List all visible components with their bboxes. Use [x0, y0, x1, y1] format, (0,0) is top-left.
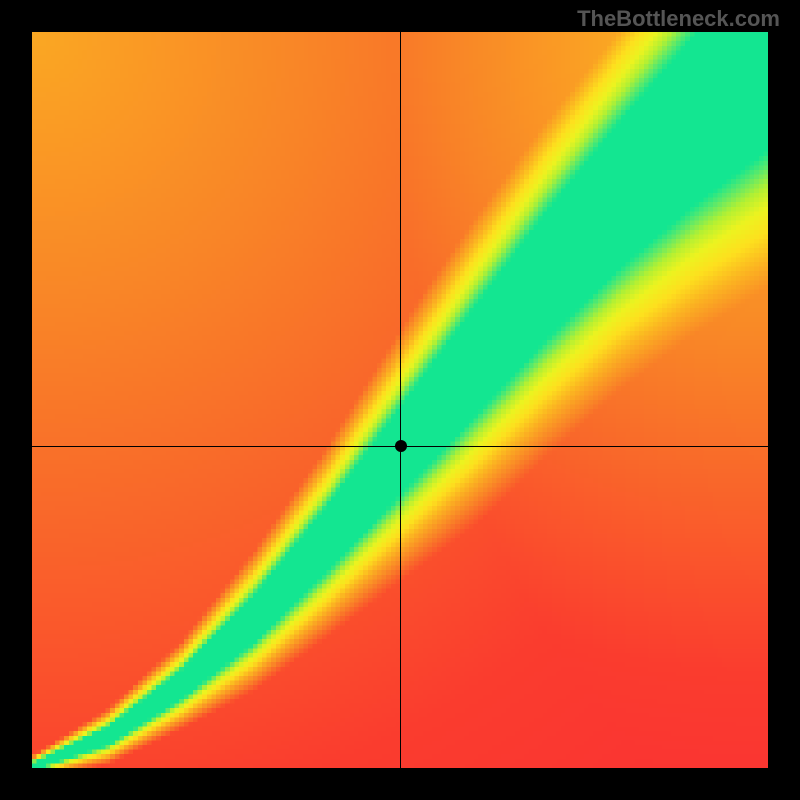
crosshair-vertical — [400, 32, 401, 768]
selection-marker — [395, 440, 407, 452]
watermark-text: TheBottleneck.com — [577, 6, 780, 32]
chart-container: TheBottleneck.com — [0, 0, 800, 800]
